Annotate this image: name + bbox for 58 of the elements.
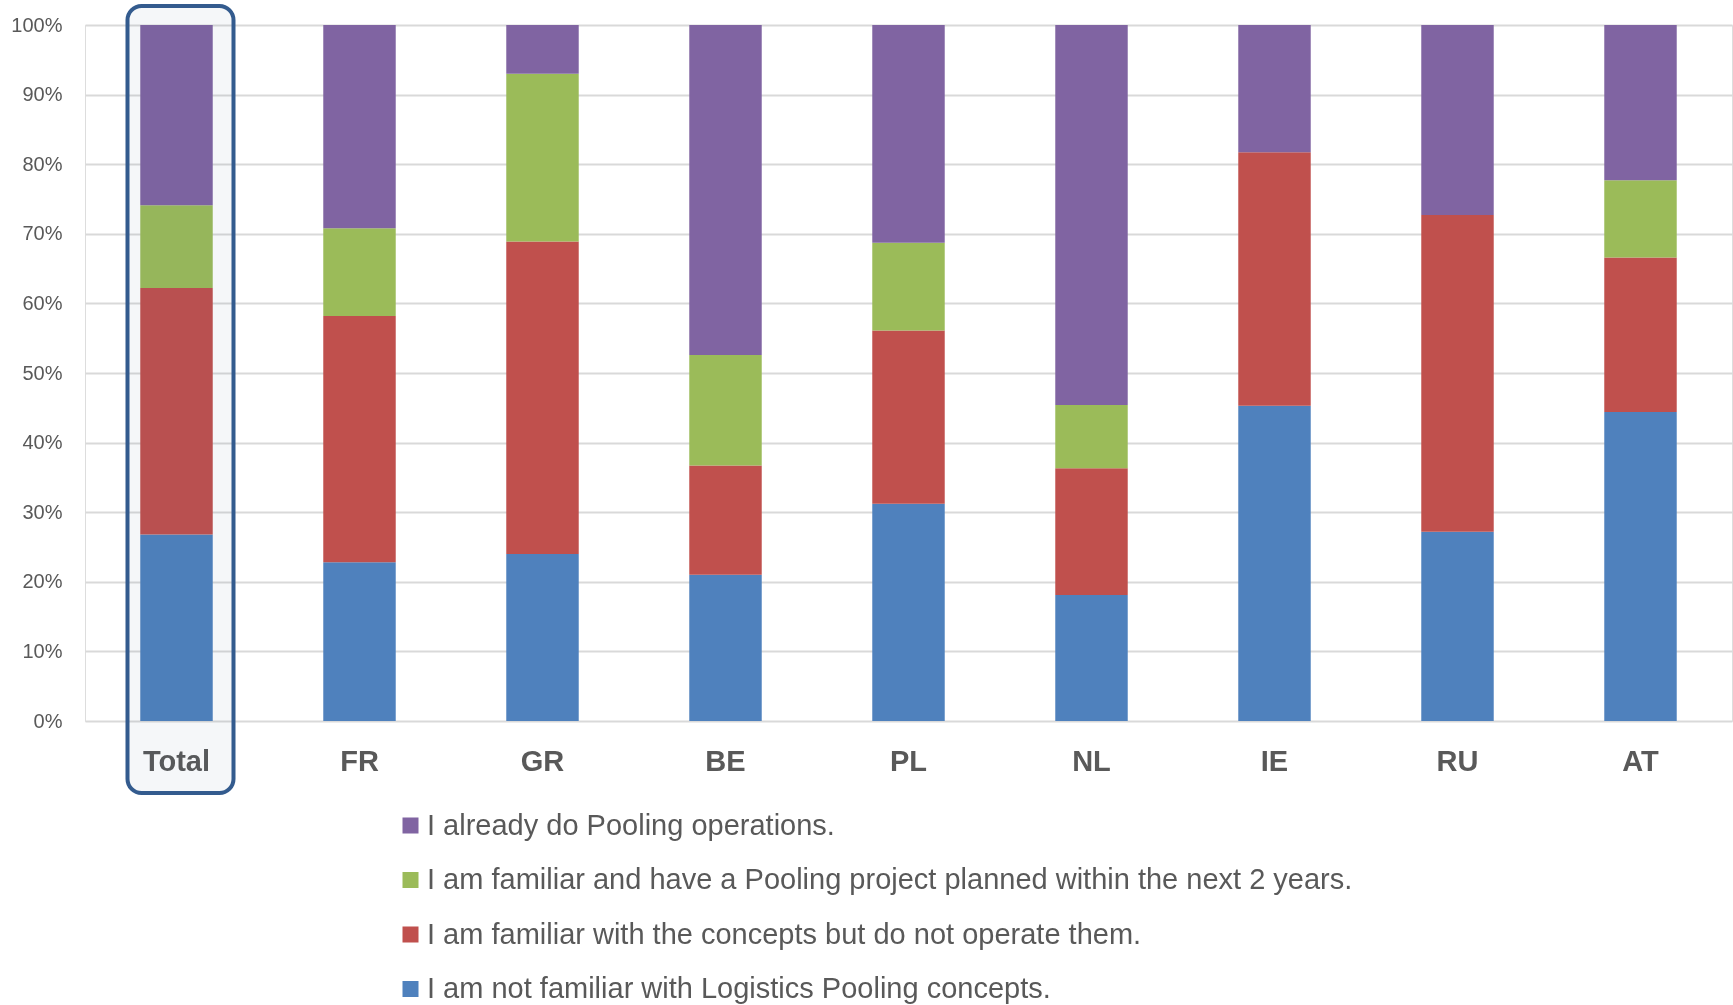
legend-label: I am not familiar with Logistics Pooling concepts.: [427, 972, 1051, 1004]
y-tick-label: 50%: [22, 361, 63, 384]
bar: [689, 574, 762, 721]
x-tick-label: FR: [340, 744, 379, 777]
bar: [689, 465, 762, 575]
bar: [1421, 25, 1494, 216]
y-tick-label: 10%: [22, 639, 63, 662]
bar: [323, 315, 396, 563]
legend-label: I am familiar and have a Pooling project planned within the next 2 years.: [427, 863, 1353, 895]
y-tick-label: 30%: [22, 500, 63, 523]
bar: [872, 503, 945, 721]
y-tick-label: 60%: [22, 291, 63, 314]
bar: [872, 330, 945, 504]
bar: [1055, 25, 1128, 406]
bar: [872, 242, 945, 331]
bar: [506, 553, 579, 721]
bar: [140, 534, 213, 721]
bar: [1604, 180, 1677, 258]
y-tick-label: 80%: [22, 152, 63, 175]
bar: [1055, 595, 1128, 721]
y-tick-label: 70%: [22, 222, 63, 245]
bar: [1604, 257, 1677, 412]
x-tick-label: AT: [1622, 744, 1660, 777]
bar: [506, 241, 579, 554]
bar: [689, 354, 762, 466]
bar: [1238, 25, 1311, 153]
bar: [1055, 468, 1128, 596]
bar: [506, 25, 579, 74]
bar: [506, 73, 579, 242]
y-tick-label: 100%: [11, 13, 63, 36]
x-tick-label: GR: [520, 744, 565, 777]
x-tick-label: NL: [1072, 744, 1111, 777]
bar: [140, 205, 213, 289]
x-tick-label: BE: [705, 744, 746, 777]
x-tick-label: PL: [889, 744, 928, 777]
x-tick-label: Total: [142, 744, 211, 777]
bar: [689, 25, 762, 355]
bar: [872, 25, 945, 243]
bar: [1604, 411, 1677, 721]
bar: [1238, 152, 1311, 406]
bar: [323, 228, 396, 316]
bar: [140, 288, 213, 535]
x-tick-label: RU: [1436, 744, 1479, 777]
y-tick-label: 90%: [22, 83, 63, 106]
bar: [1055, 405, 1128, 469]
bar: [323, 25, 396, 229]
legend-label: I already do Pooling operations.: [427, 808, 835, 841]
bar: [140, 25, 213, 206]
bar: [1421, 531, 1494, 721]
bar: [1604, 25, 1677, 181]
x-tick-label: IE: [1260, 744, 1289, 777]
bar: [1421, 215, 1494, 532]
y-tick-label: 20%: [22, 570, 63, 593]
bar: [323, 562, 396, 721]
y-tick-label: 0%: [33, 709, 63, 732]
y-tick-label: 40%: [22, 431, 63, 454]
legend-label: I am familiar with the concepts but do not operate them.: [427, 917, 1142, 950]
bar: [1238, 405, 1311, 721]
